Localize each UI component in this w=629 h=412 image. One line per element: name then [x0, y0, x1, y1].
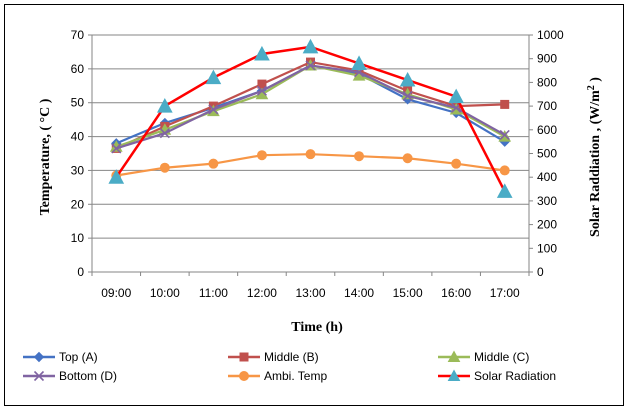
data-point: [402, 153, 413, 164]
legend-swatch-marker: [447, 350, 461, 362]
y-tick-label: 40: [71, 130, 85, 144]
y-tick-label: 50: [71, 96, 85, 110]
data-point: [451, 158, 462, 169]
y-axis-ticks: 0 10 20 30 40 50 60 70: [71, 28, 92, 279]
y2-tick-label: 0: [537, 265, 544, 279]
y-tick-label: 30: [71, 163, 85, 177]
legend-label: Middle (B): [264, 350, 319, 364]
x-tick-label: 14:00: [344, 286, 374, 300]
x-tick-label: 11:00: [199, 286, 228, 300]
legend-item: Ambi. Temp: [228, 369, 327, 383]
y-tick-label: 10: [71, 231, 85, 245]
series-group: [108, 38, 513, 198]
data-point: [305, 149, 316, 160]
data-point: [305, 60, 316, 71]
legend-swatch-marker: [33, 351, 45, 363]
legend-label: Top (A): [59, 350, 98, 364]
data-point: [496, 183, 513, 198]
y2-tick-label: 800: [537, 75, 557, 89]
x-tick-label: 17:00: [490, 286, 520, 300]
y2-tick-label: 700: [537, 99, 557, 113]
y-axis-title: Temperature, ( °C ): [38, 98, 53, 215]
y2-tick-label: 1000: [537, 28, 564, 42]
y2-tick-label: 300: [537, 194, 557, 208]
x-axis-ticks: 09:00 10:00 11:00 12:00 13:00 14:00 15:00 16:00…: [91, 272, 530, 300]
legend-label: Middle (C): [474, 350, 529, 364]
series-ambi-temp: [111, 149, 510, 181]
y2-tick-label: 400: [537, 170, 557, 184]
y-tick-label: 20: [71, 197, 85, 211]
y-tick-label: 0: [77, 265, 84, 279]
legend-item: Middle (B): [228, 350, 319, 364]
chart-frame: 0 10 20 30 40 50 60 70 0 100 200 300 400 500 600 700 80…: [4, 4, 624, 406]
y2-axis-ticks: 0 100 200 300 400 500 600 700 800 900 1000: [529, 28, 564, 279]
y2-tick-label: 100: [537, 241, 557, 255]
data-point: [111, 143, 122, 154]
data-point: [354, 151, 365, 162]
legend-swatch-marker: [33, 370, 45, 382]
data-point: [205, 69, 222, 85]
y-tick-label: 60: [71, 62, 85, 76]
x-tick-label: 10:00: [150, 286, 180, 300]
series-solar-radiation: [108, 38, 513, 198]
legend-item: Bottom (D): [23, 369, 117, 383]
x-tick-label: 15:00: [393, 286, 423, 300]
legend-swatch-marker: [239, 352, 249, 362]
data-point: [399, 71, 416, 87]
data-point: [108, 169, 125, 184]
data-point: [351, 55, 367, 70]
data-point: [257, 79, 267, 89]
data-point: [208, 158, 219, 169]
legend: Top (A) Middle (B) Middle (C) Bottom (D) Amb…: [23, 350, 556, 383]
legend-item: Top (A): [23, 350, 98, 364]
legend-item: Middle (C): [438, 350, 529, 364]
legend-label: Bottom (D): [59, 369, 117, 383]
y2-tick-label: 900: [537, 52, 557, 66]
data-point: [256, 150, 267, 161]
y2-tick-label: 600: [537, 123, 557, 137]
data-point: [500, 99, 510, 109]
data-point: [302, 38, 319, 54]
y2-axis-title: Solar Raddiation , (W/m2 ): [586, 77, 603, 237]
legend-swatch-marker: [447, 369, 461, 381]
x-tick-label: 12:00: [247, 286, 277, 300]
y2-tick-label: 500: [537, 147, 557, 161]
data-point: [159, 128, 170, 139]
data-point: [499, 165, 510, 176]
series-bottom-d: [111, 60, 510, 154]
legend-swatch-marker: [239, 371, 249, 381]
data-point: [499, 129, 510, 140]
y2-tick-label: 200: [537, 218, 557, 232]
data-point: [159, 162, 170, 173]
y-tick-label: 70: [71, 28, 85, 42]
data-point: [254, 45, 270, 61]
data-point: [156, 98, 173, 113]
data-point: [448, 88, 465, 104]
x-axis-title: Time (h): [291, 320, 343, 335]
x-tick-label: 16:00: [441, 286, 471, 300]
data-point: [402, 90, 413, 102]
chart: 0 10 20 30 40 50 60 70 0 100 200 300 400 500 600 700 80…: [23, 28, 603, 383]
data-point: [256, 85, 268, 96]
legend-label: Solar Radiation: [474, 369, 556, 383]
legend-item: Solar Radiation: [438, 369, 556, 383]
x-tick-label: 09:00: [101, 286, 131, 300]
data-point: [208, 104, 219, 115]
legend-label: Ambi. Temp: [264, 369, 327, 383]
x-tick-label: 13:00: [295, 286, 325, 300]
